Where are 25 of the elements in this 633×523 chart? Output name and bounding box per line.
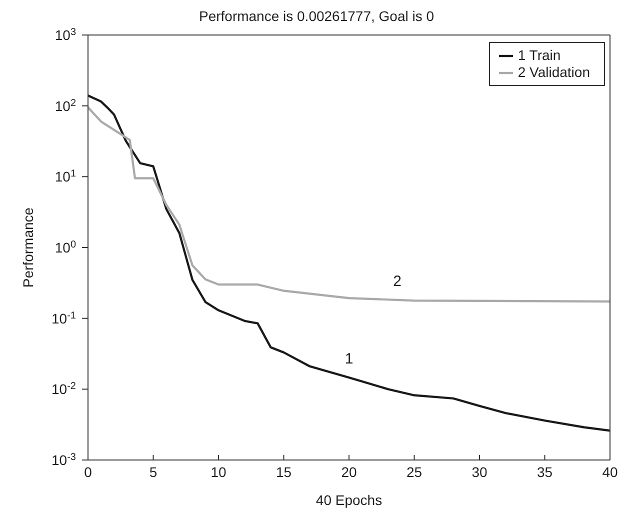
line-series: [88, 106, 610, 303]
line-series: [88, 94, 610, 432]
y-axis-title: Performance: [20, 207, 36, 288]
y-tick-label: 10$^{2}$: [54, 97, 76, 114]
y-tick-label: 10$^{1}$: [54, 168, 76, 185]
x-tick-label: 25: [406, 464, 422, 480]
x-tick-label: 0: [84, 464, 92, 480]
annotation: 2: [393, 272, 402, 290]
x-tick-label: 40: [602, 464, 618, 480]
chart-title: Performance is 0.00261777, Goal is 0: [198, 8, 436, 26]
x-tick-label: 15: [276, 464, 292, 480]
x-tick-label: 20: [341, 464, 357, 480]
x-tick-label: 30: [472, 464, 488, 480]
legend-label: 1 Train: [518, 47, 561, 64]
x-tick-label: 5: [149, 464, 158, 480]
y-tick-label: 10$^{-3}$: [52, 452, 76, 468]
y-tick-label: 10$^{0}$: [54, 239, 76, 256]
y-tick-label: 10$^{-1}$: [52, 310, 76, 326]
y-tick-label: 10$^{3}$: [54, 26, 76, 43]
x-tick-label: 10: [210, 464, 226, 480]
y-tick-label: 10$^{-2}$: [52, 380, 76, 398]
legend-label: 2 Validation: [518, 64, 590, 81]
x-tick-label: 35: [536, 464, 553, 480]
x-axis-title: 40 Epochs: [316, 492, 382, 508]
annotation: 1: [344, 350, 354, 368]
